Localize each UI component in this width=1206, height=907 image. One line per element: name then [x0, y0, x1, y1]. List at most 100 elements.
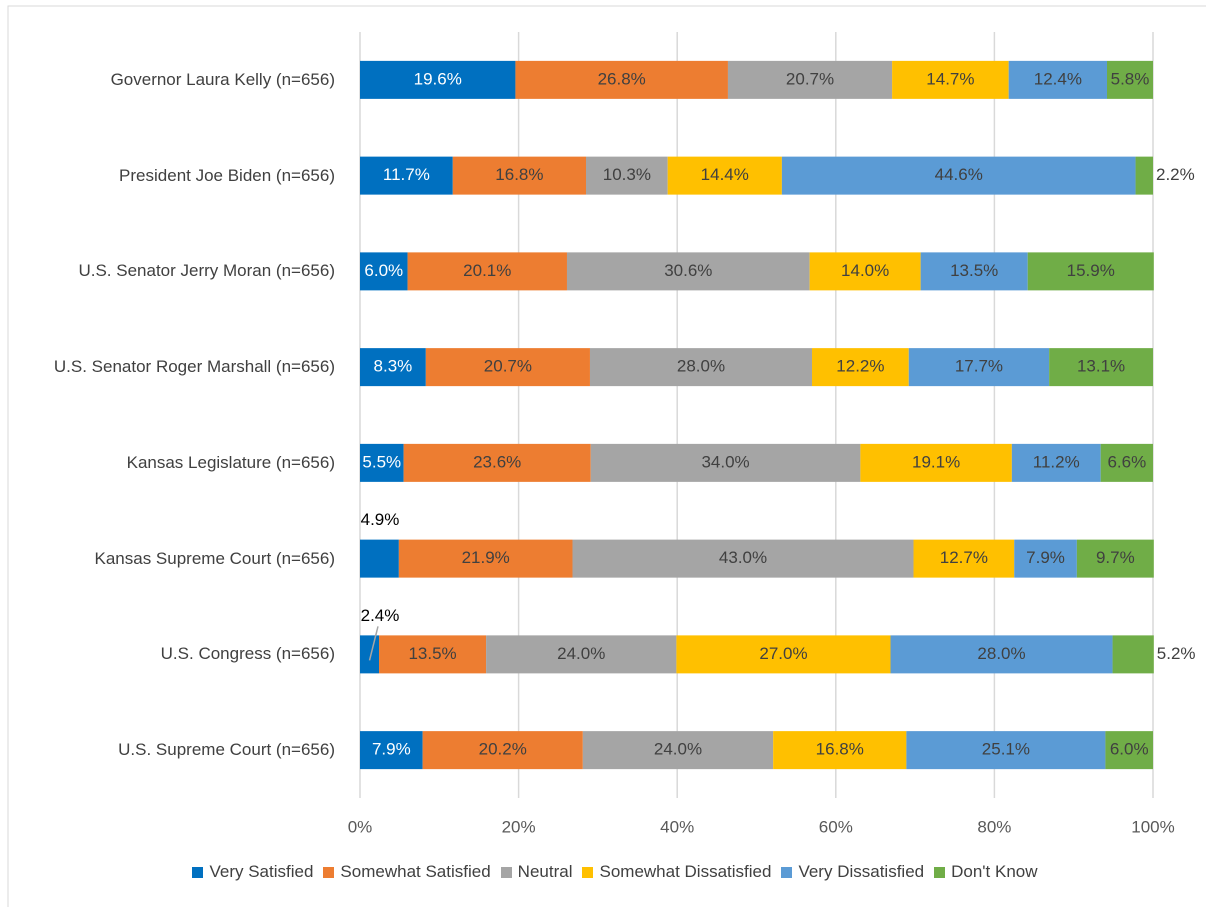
x-tick-label: 0%: [348, 817, 373, 836]
bar-segment: [379, 635, 487, 674]
legend: Very Satisfied Somewhat Satisfied Neutral S…: [0, 862, 1206, 882]
data-label: 27.0%: [759, 644, 807, 663]
bar-segment: [425, 348, 590, 387]
data-label: 16.8%: [495, 165, 543, 184]
category-label: U.S. Congress (n=656): [160, 644, 335, 664]
data-label: 20.7%: [484, 357, 532, 376]
bar-segment: [1014, 539, 1077, 578]
frame: [7, 5, 1206, 907]
data-label: 2.4%: [361, 606, 400, 625]
data-label: 34.0%: [701, 452, 749, 471]
data-label: 21.9%: [462, 548, 510, 567]
bar-segment: [360, 156, 453, 195]
bar-segment: [1135, 156, 1153, 195]
bar-segment: [360, 252, 408, 291]
bar-segment: [908, 348, 1050, 387]
bar-segment: [586, 156, 668, 195]
bar-segment: [360, 348, 426, 387]
category-label: Kansas Legislature (n=656): [126, 452, 335, 472]
x-tick-label: 20%: [502, 817, 536, 836]
data-label: 12.7%: [940, 548, 988, 567]
data-label: 24.0%: [654, 740, 702, 759]
bar-segment: [403, 443, 591, 482]
legend-label: Very Satisfied: [209, 862, 314, 881]
bar-segment: [360, 539, 399, 578]
bar-segment: [809, 252, 921, 291]
data-label: 6.0%: [1110, 740, 1149, 759]
bar-segment: [1011, 443, 1101, 482]
bar-segment: [1107, 60, 1153, 99]
bar-segment: [398, 539, 573, 578]
legend-swatch: [934, 866, 946, 878]
bar-segment: [452, 156, 587, 195]
x-tick-label: 40%: [660, 817, 694, 836]
data-label: 10.3%: [603, 165, 651, 184]
legend-swatch: [781, 866, 793, 878]
bar-segment: [360, 443, 404, 482]
data-label: 11.2%: [1033, 452, 1080, 471]
legend-item: Neutral: [500, 862, 573, 882]
legend-item: Don't Know: [934, 862, 1038, 882]
legend-swatch: [582, 866, 594, 878]
x-tick-label: 60%: [819, 817, 853, 836]
bar-segment: [572, 539, 914, 578]
bar-segment: [727, 60, 893, 99]
data-label: 24.0%: [557, 644, 605, 663]
bar-segment: [566, 252, 810, 291]
bar-segment: [913, 539, 1015, 578]
data-label: 15.9%: [1067, 261, 1115, 280]
bar-segment: [589, 348, 813, 387]
data-label: 2.2%: [1156, 165, 1195, 184]
category-label: President Joe Biden (n=656): [119, 165, 335, 185]
data-label: 5.8%: [1111, 69, 1150, 88]
data-label: 25.1%: [982, 740, 1030, 759]
data-label: 19.6%: [414, 69, 462, 88]
legend-label: Neutral: [517, 862, 573, 881]
data-label: 6.6%: [1107, 452, 1146, 471]
data-label: 5.5%: [362, 452, 401, 471]
bar-segment: [892, 60, 1009, 99]
legend-item: Somewhat Satisfied: [323, 862, 491, 882]
data-label: 14.7%: [926, 69, 974, 88]
legend-label: Don't Know: [951, 862, 1038, 881]
legend-item: Very Dissatisfied: [781, 862, 924, 882]
legend-swatch: [192, 866, 204, 878]
bar-segment: [360, 60, 516, 99]
bar-segment: [360, 635, 380, 674]
data-label: 19.1%: [912, 452, 960, 471]
category-label: U.S. Supreme Court (n=656): [118, 740, 335, 760]
data-label: 30.6%: [664, 261, 712, 280]
bar-segment: [1076, 539, 1154, 578]
data-label: 6.0%: [364, 261, 403, 280]
category-label: Governor Laura Kelly (n=656): [110, 69, 335, 89]
data-label: 20.2%: [479, 740, 527, 759]
bar-segment: [360, 731, 423, 770]
data-label: 13.5%: [408, 644, 456, 663]
bar-segment: [407, 252, 567, 291]
bar-segment: [906, 731, 1106, 770]
bar-segment: [422, 731, 583, 770]
legend-item: Somewhat Dissatisfied: [582, 862, 771, 882]
bar-segment: [676, 635, 891, 674]
data-label: 17.7%: [955, 357, 1003, 376]
data-label: 26.8%: [598, 69, 646, 88]
data-label: 7.9%: [372, 740, 411, 759]
bar-segment: [812, 348, 909, 387]
x-tick-label: 100%: [1131, 817, 1174, 836]
bar-segment: [860, 443, 1012, 482]
bar-segment: [515, 60, 728, 99]
bar-segment: [1008, 60, 1108, 99]
bar-segment: [1112, 635, 1154, 674]
data-label: 43.0%: [719, 548, 767, 567]
bar-segment: [920, 252, 1028, 291]
leader-line: [368, 626, 379, 661]
category-label: U.S. Senator Roger Marshall (n=656): [53, 357, 335, 377]
data-label: 13.1%: [1077, 357, 1125, 376]
bar-segment: [1105, 731, 1153, 770]
bar-segment: [1100, 443, 1153, 482]
data-label: 5.2%: [1157, 644, 1196, 663]
data-label: 4.9%: [361, 510, 400, 529]
data-label: 12.2%: [836, 357, 884, 376]
data-label: 20.7%: [786, 69, 834, 88]
